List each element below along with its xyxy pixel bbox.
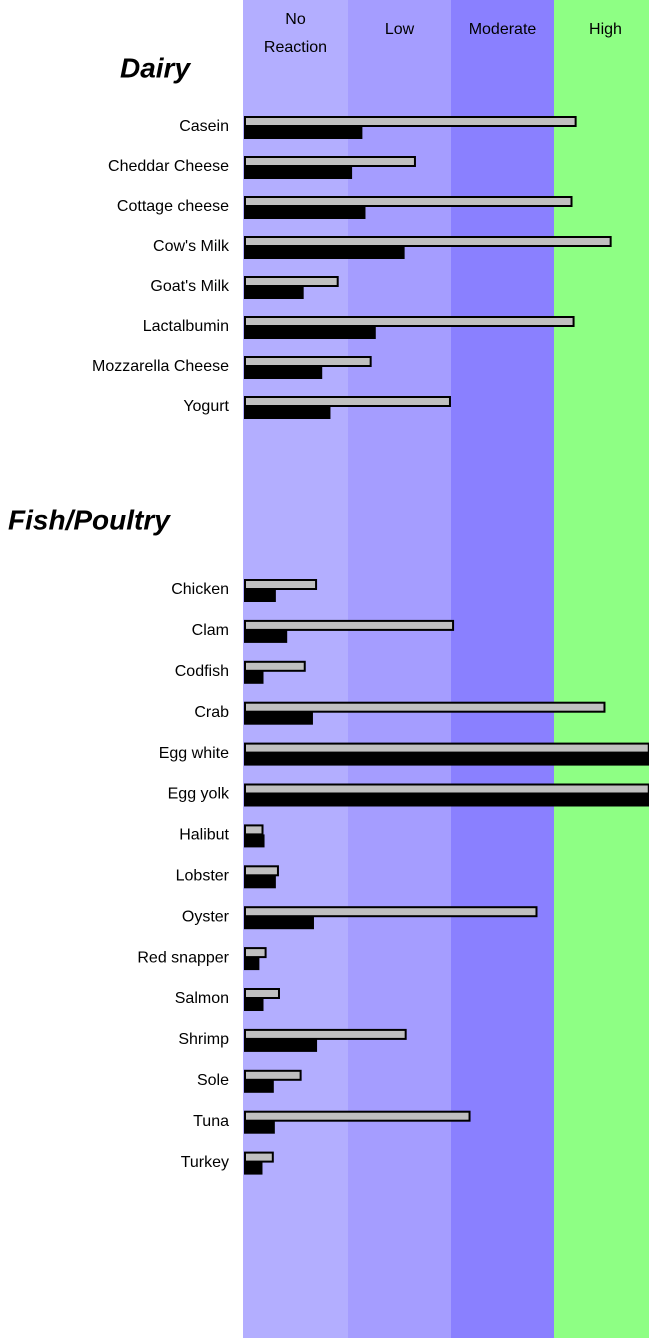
- bar: [244, 752, 649, 766]
- bar: [244, 998, 264, 1011]
- category-label: Goat's Milk: [150, 278, 230, 295]
- band-label: No Reaction: [263, 11, 328, 56]
- bar: [244, 589, 276, 602]
- group-title: Fish/Poultry: [8, 504, 171, 535]
- category-label: Tuna: [193, 1113, 229, 1130]
- category-label: Halibut: [179, 827, 229, 844]
- bar: [244, 126, 363, 139]
- bar: [244, 236, 612, 247]
- category-label: Lobster: [176, 868, 230, 885]
- bar: [244, 1069, 302, 1081]
- bar: [244, 834, 265, 848]
- category-label: Casein: [179, 118, 229, 135]
- bar: [244, 276, 339, 287]
- bar: [244, 793, 649, 807]
- category-label: Yogurt: [183, 398, 229, 415]
- category-label: Crab: [194, 704, 229, 721]
- bar: [244, 988, 280, 999]
- category-label: Codfish: [175, 663, 229, 680]
- bar: [244, 156, 416, 167]
- band-label: High: [589, 21, 622, 38]
- bar: [244, 406, 331, 419]
- band-label: Moderate: [468, 21, 537, 38]
- bar: [244, 701, 606, 713]
- bar: [244, 356, 372, 367]
- bar: [244, 670, 264, 684]
- category-label: Egg white: [159, 745, 229, 762]
- bar: [244, 286, 304, 299]
- category-label: Sole: [197, 1072, 229, 1089]
- bar: [244, 865, 279, 877]
- bar: [244, 619, 455, 631]
- category-label: Lactalbumin: [143, 318, 229, 335]
- bar: [244, 196, 573, 207]
- bar: [244, 783, 649, 795]
- bar: [244, 1161, 263, 1175]
- category-label: Shrimp: [178, 1031, 229, 1048]
- category-label: Cottage cheese: [117, 198, 229, 215]
- bar: [244, 1038, 318, 1052]
- bar: [244, 579, 318, 590]
- category-label: Clam: [192, 622, 229, 639]
- bar: [244, 711, 313, 725]
- bar: [244, 742, 649, 754]
- bar: [244, 916, 314, 930]
- bar: [244, 166, 353, 179]
- category-label: Chicken: [171, 581, 229, 598]
- bar: [244, 116, 577, 127]
- group-title: Dairy: [120, 52, 191, 83]
- bar: [244, 316, 575, 327]
- bar: [244, 906, 538, 918]
- bar: [244, 1120, 275, 1134]
- bar: [244, 1028, 407, 1040]
- bar: [244, 957, 260, 971]
- bar: [244, 206, 366, 219]
- category-label: Oyster: [182, 908, 230, 925]
- category-label: Cheddar Cheese: [108, 158, 229, 175]
- category-label: Mozzarella Cheese: [92, 358, 229, 375]
- band-label: Low: [384, 21, 415, 38]
- category-label: Turkey: [181, 1154, 229, 1171]
- bar: [244, 660, 306, 672]
- bar: [244, 824, 264, 836]
- category-label: Cow's Milk: [153, 238, 230, 255]
- category-label: Salmon: [175, 990, 229, 1007]
- bar: [244, 366, 323, 379]
- bar: [244, 326, 376, 339]
- bar: [244, 629, 288, 643]
- band: [554, 0, 649, 1338]
- bar: [244, 1110, 471, 1122]
- bar: [244, 1151, 274, 1163]
- bar: [244, 246, 405, 259]
- category-label: Egg yolk: [168, 786, 230, 803]
- bar: [244, 1079, 274, 1093]
- category-label: Red snapper: [137, 949, 229, 966]
- bar: [244, 875, 276, 889]
- bar: [244, 947, 267, 959]
- bar: [244, 396, 451, 407]
